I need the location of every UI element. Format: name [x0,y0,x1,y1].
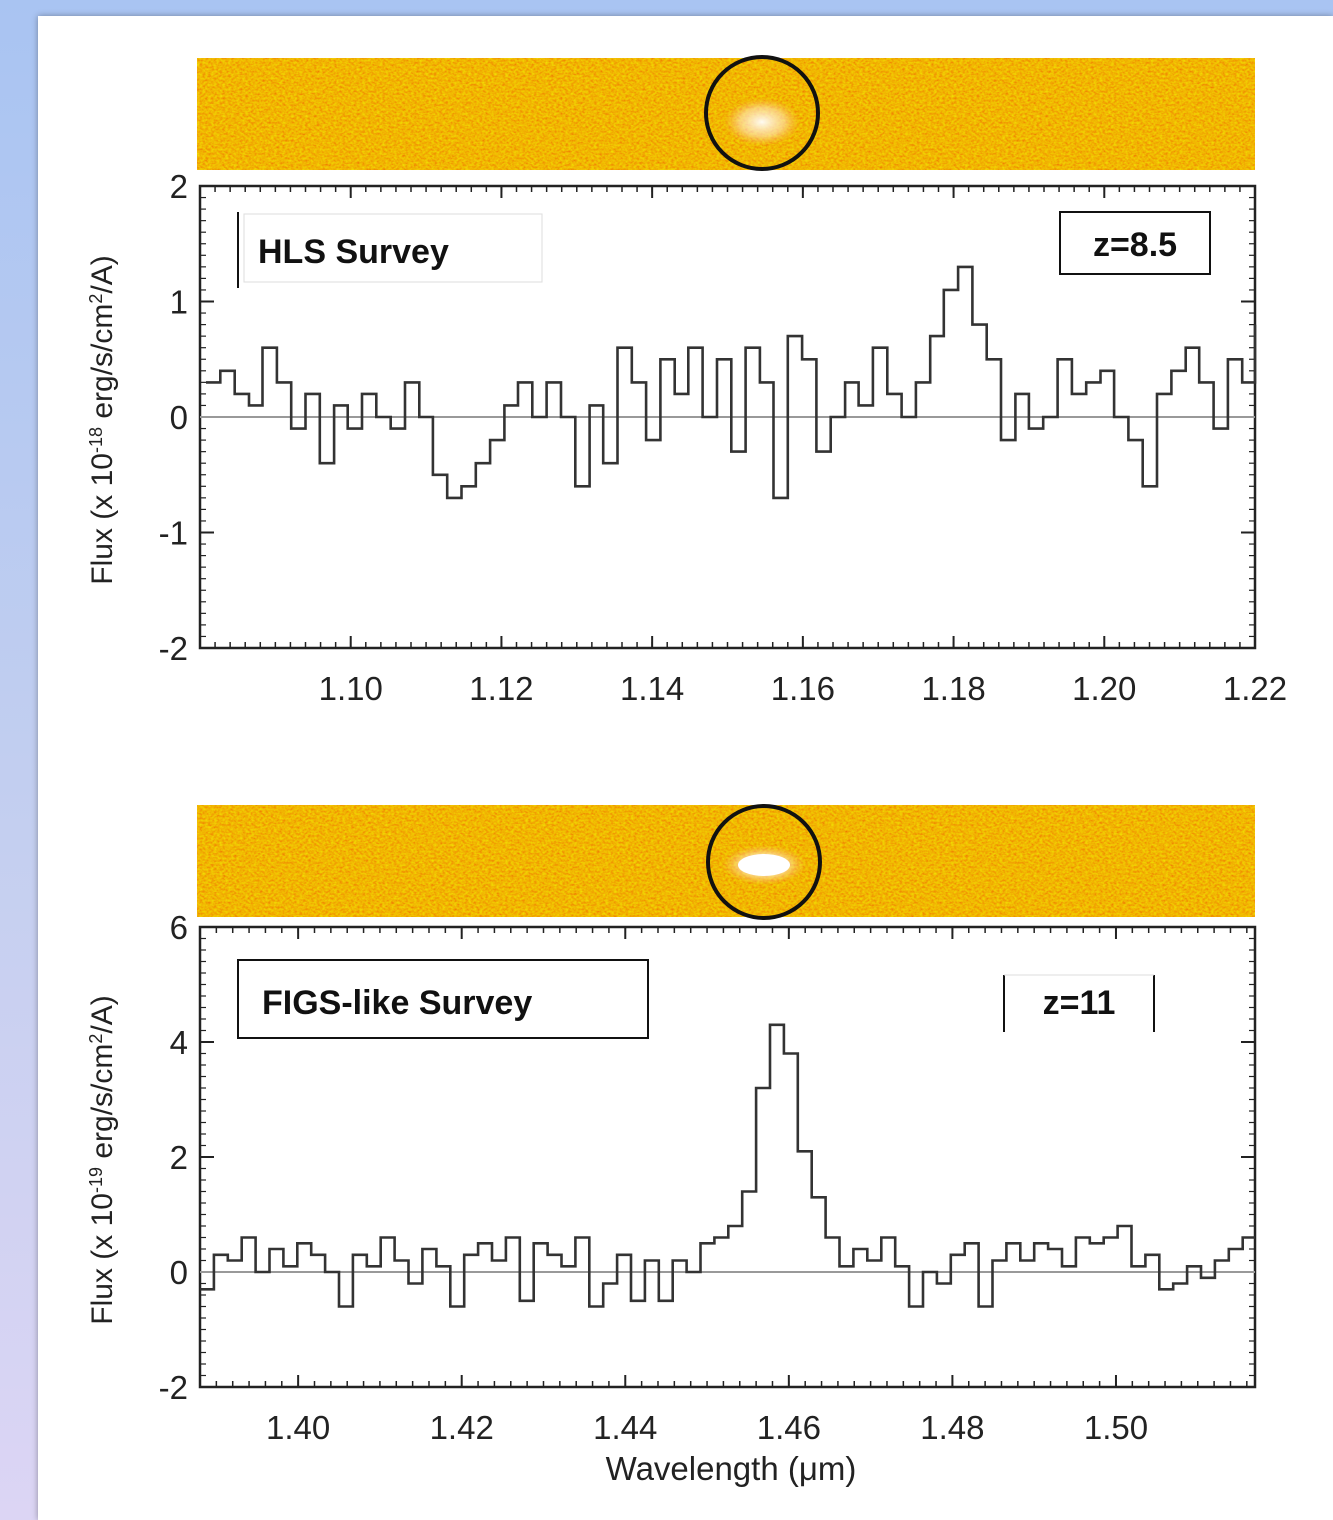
y-tick-label: 1 [170,284,188,321]
x-tick-label: 1.20 [1072,670,1136,707]
redshift-label: z=8.5 [1093,226,1177,264]
y-tick-labels: -2 -1 0 1 2 [159,168,188,667]
y-tick-label: 4 [170,1024,188,1061]
x-tick-label: 1.16 [771,670,835,707]
y-axis-label: Flux (x 10-19 erg/s/cm2/A) [86,995,119,1324]
x-tick-labels: 1.40 1.42 1.44 1.46 1.48 1.50 [266,1409,1148,1446]
y-tick-label: -1 [159,515,188,552]
x-tick-label: 1.48 [920,1409,984,1446]
x-tick-label: 1.10 [319,670,383,707]
x-tick-label: 1.22 [1223,670,1287,707]
y-axis-label: Flux (x 10-18 erg/s/cm2/A) [86,255,119,584]
y-tick-label: 2 [170,1139,188,1176]
x-tick-label: 1.42 [430,1409,494,1446]
spectrum-trace [200,1023,1255,1308]
spectrum-panel-hls: 1.10 1.12 1.14 1.16 1.18 1.20 1.22 -2 -1 0 1 2 Flu… [86,55,1288,707]
y-tick-label: -2 [159,630,188,667]
x-axis-label: Wavelength (μm) [606,1450,857,1487]
object-marker-circle [706,804,822,920]
figure: 1.10 1.12 1.14 1.16 1.18 1.20 1.22 -2 -1 0 1 2 Flu… [86,55,1288,1487]
figure-sheet: 1.10 1.12 1.14 1.16 1.18 1.20 1.22 -2 -1 0 1 2 Flu… [38,16,1333,1520]
axis-ticks [199,185,1256,649]
object-marker-circle [704,55,820,171]
x-tick-label: 1.12 [469,670,533,707]
y-tick-label: 2 [170,168,188,205]
x-tick-labels: 1.10 1.12 1.14 1.16 1.18 1.20 1.22 [319,670,1288,707]
survey-label-box: FIGS-like Survey [237,959,649,1039]
redshift-label-box: z=11 [1003,974,1155,1032]
x-tick-label: 1.18 [921,670,985,707]
survey-label-box: HLS Survey [237,212,543,288]
y-tick-label: 0 [170,1254,188,1291]
y-tick-label: 6 [170,909,188,946]
spectrum-panel-figs: 1.40 1.42 1.44 1.46 1.48 1.50 -2 0 2 4 6 Flux (x … [86,804,1257,1487]
survey-label: HLS Survey [258,233,449,271]
y-tick-label: -2 [159,1369,188,1406]
survey-label: FIGS-like Survey [262,984,532,1022]
2d-spectrum-strip [197,55,1255,171]
x-tick-label: 1.50 [1084,1409,1148,1446]
2d-spectrum-strip [197,804,1255,920]
x-tick-label: 1.46 [757,1409,821,1446]
spectrum-trace [206,265,1257,500]
x-tick-label: 1.40 [266,1409,330,1446]
y-tick-label: 0 [170,399,188,436]
x-tick-label: 1.44 [593,1409,657,1446]
x-tick-label: 1.14 [620,670,684,707]
redshift-label-box: z=8.5 [1059,211,1211,275]
redshift-label: z=11 [1043,984,1116,1022]
y-tick-labels: -2 0 2 4 6 [159,909,188,1406]
